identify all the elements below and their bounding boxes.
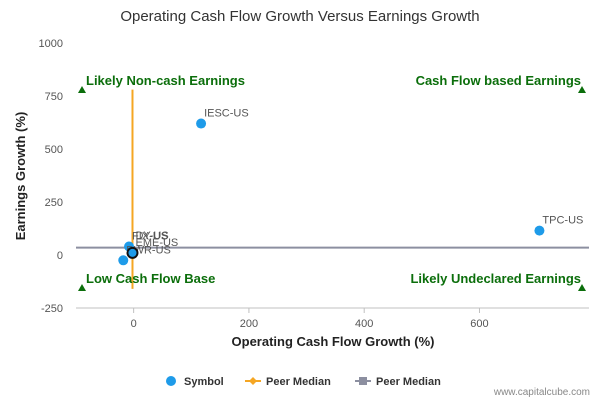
- x-axis-title: Operating Cash Flow Growth (%): [232, 334, 435, 349]
- legend-item-peer-median-y[interactable]: Peer Median: [355, 376, 441, 388]
- data-point-label: EME-US: [135, 237, 178, 249]
- quadrant-label-bottom-right: Likely Undeclared Earnings: [410, 271, 581, 286]
- data-point-label: TPC-US: [542, 215, 583, 227]
- chart-title: Operating Cash Flow Growth Versus Earnin…: [120, 8, 479, 25]
- y-tick-label: 1000: [39, 38, 63, 50]
- legend-item-symbol[interactable]: Symbol: [166, 376, 224, 388]
- data-point-label: FIX-US: [132, 231, 168, 243]
- x-tick-label: 600: [470, 318, 488, 330]
- data-point-iesc-us[interactable]: [196, 118, 207, 129]
- legend-item-peer-median-x[interactable]: Peer Median: [245, 376, 331, 388]
- y-tick-label: 750: [45, 91, 63, 103]
- legend-peer-median-x-marker: [249, 377, 257, 385]
- legend: Symbol Peer Median Peer Median: [166, 376, 441, 388]
- source-credit: www.capitalcube.com: [493, 387, 590, 398]
- data-point-label: IESC-US: [204, 108, 249, 120]
- x-tick-label: 400: [355, 318, 373, 330]
- x-axis-ticks: 0 200 400 600: [131, 308, 489, 330]
- data-point-eme-us[interactable]: [127, 247, 138, 258]
- highlight-point-dy-us[interactable]: [126, 246, 139, 259]
- x-tick-label: 200: [240, 318, 258, 330]
- quadrant-label-top-right: Cash Flow based Earnings: [416, 73, 581, 88]
- legend-peer-median-y-marker: [359, 377, 367, 385]
- quadrant-marker-icon: [578, 86, 586, 93]
- legend-symbol-label: Symbol: [184, 376, 224, 388]
- quadrant-marker-icon: [578, 284, 586, 291]
- legend-symbol-marker: [166, 376, 176, 386]
- quadrant-label-top-left: Likely Non-cash Earnings: [86, 73, 245, 88]
- y-tick-label: 250: [45, 197, 63, 209]
- legend-peer-median-x-label: Peer Median: [266, 376, 331, 388]
- legend-peer-median-y-label: Peer Median: [376, 376, 441, 388]
- y-tick-label: -250: [41, 303, 63, 315]
- quadrant-marker-icon: [78, 86, 86, 93]
- y-axis-title: Earnings Growth (%): [13, 112, 28, 241]
- quadrant-markers: [78, 86, 586, 291]
- data-point-label: DY-US: [135, 230, 168, 242]
- quadrant-label-bottom-left: Low Cash Flow Base: [86, 271, 215, 286]
- data-point-pwr-us[interactable]: [118, 255, 129, 266]
- data-point-label: PWR-US: [126, 244, 171, 256]
- plot-area: -250 0 250 500 750 1000 0 200 400 600 IESC-US TPC…: [39, 38, 589, 330]
- data-point-tpc-us[interactable]: [534, 225, 545, 236]
- y-tick-label: 500: [45, 144, 63, 156]
- y-tick-label: 0: [57, 250, 63, 262]
- quadrant-marker-icon: [78, 284, 86, 291]
- x-tick-label: 0: [131, 318, 137, 330]
- y-axis-ticks: -250 0 250 500 750 1000: [39, 38, 63, 315]
